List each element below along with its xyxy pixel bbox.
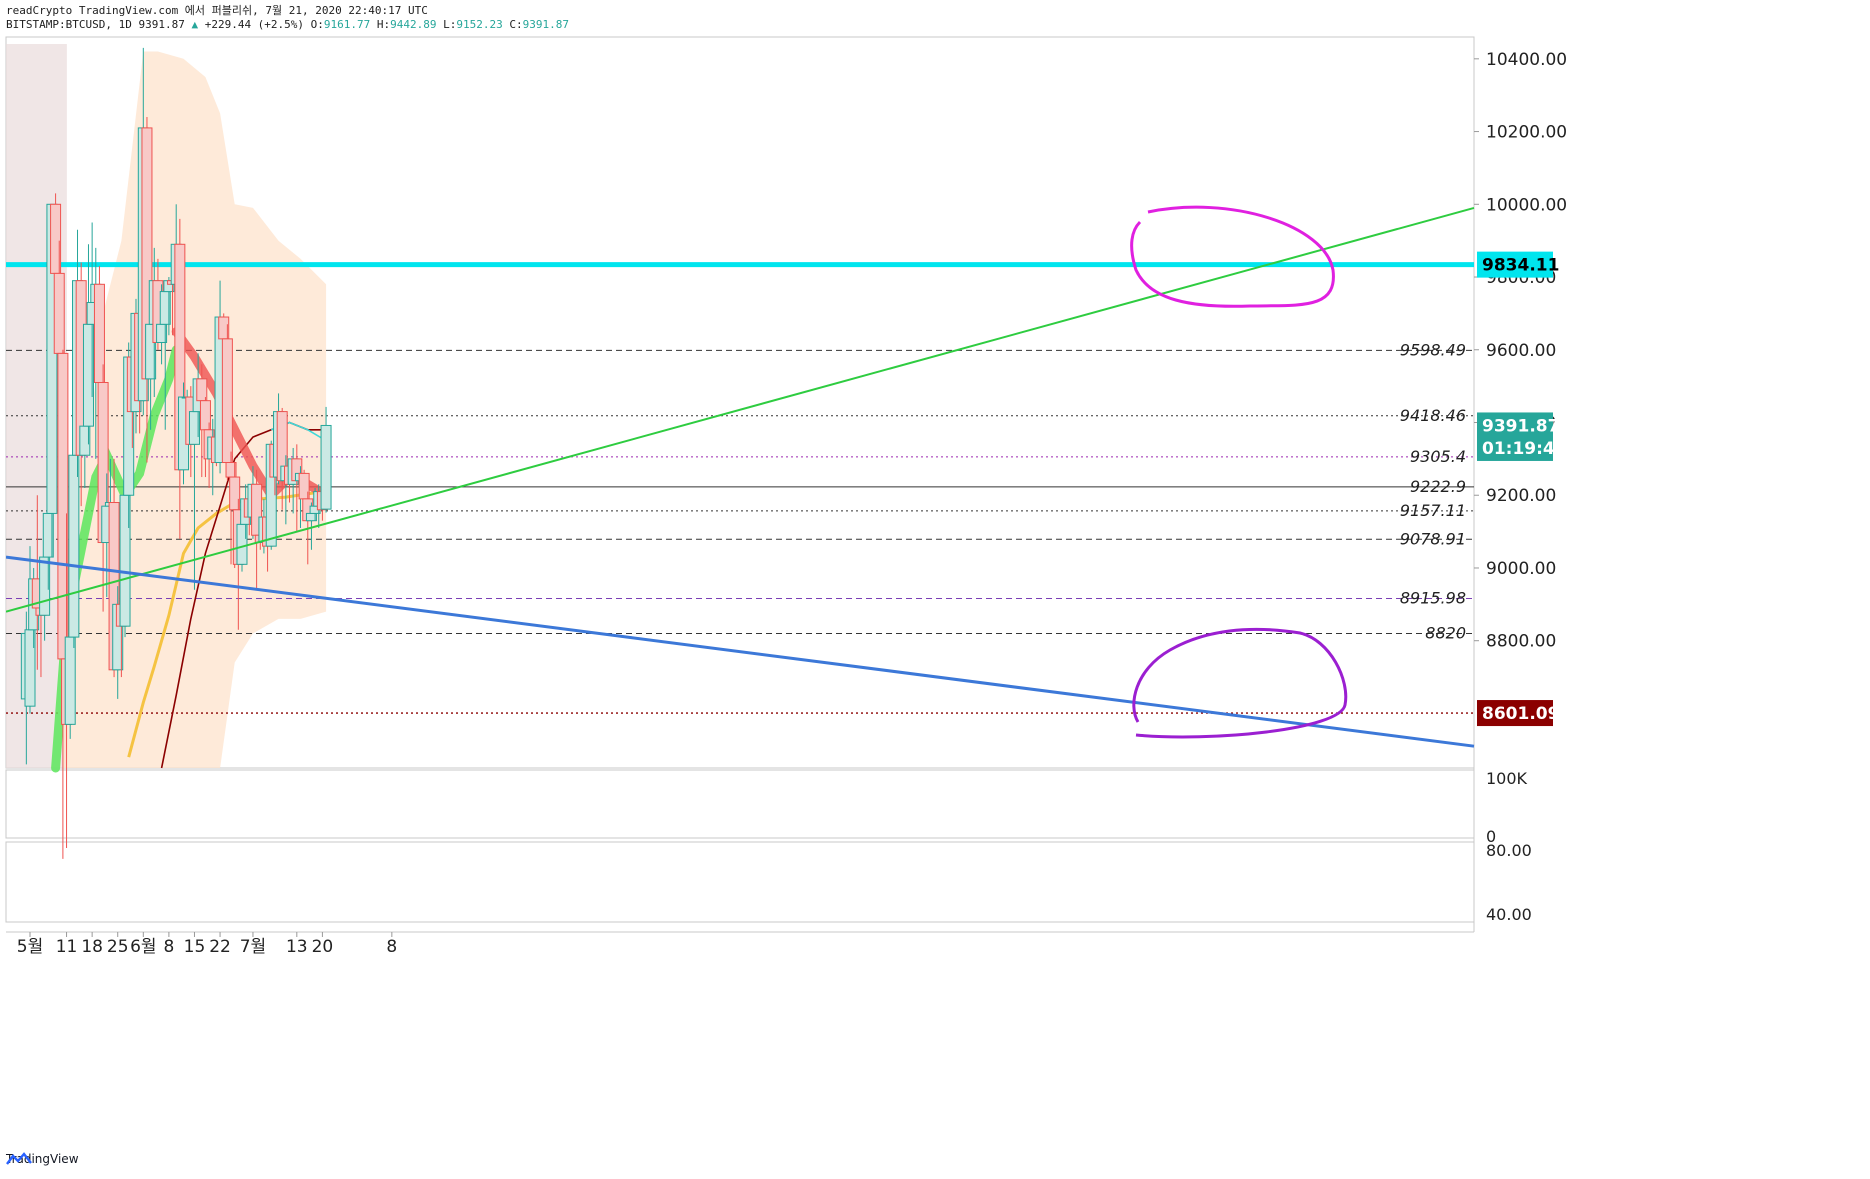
x-tick-label: 22	[209, 937, 231, 957]
y-tick-label: 8800.00	[1486, 632, 1556, 652]
l-value: 9152.23	[456, 18, 503, 31]
highlight-circle-resistance	[1130, 205, 1335, 308]
price-tag-label: 8601.09	[1482, 704, 1559, 724]
y-tick-label: 10000.00	[1486, 195, 1567, 215]
volume-y-label: 100K	[1486, 769, 1528, 788]
falling-trend-line	[6, 555, 1475, 748]
x-tick-label: 5월	[17, 937, 43, 957]
rising-trend-line	[6, 206, 1475, 613]
price-tag-bg	[1477, 700, 1553, 727]
highlight-circle-support	[1132, 627, 1348, 739]
x-tick-label: 8	[386, 937, 397, 957]
up-arrow-icon: ▲	[191, 18, 199, 31]
pane-frames	[5, 36, 1475, 933]
symbol: BITSTAMP:BTCUSD, 1D	[6, 18, 132, 31]
level-label-9222.9: 9222.9	[1410, 477, 1466, 496]
y-tick-label: 9000.00	[1486, 559, 1556, 579]
level-label-9157.11: 9157.11	[1400, 501, 1466, 520]
tradingview-icon	[6, 1152, 32, 1165]
y-tick-label: 9600.00	[1486, 341, 1556, 361]
volume-y-label: 0	[1486, 827, 1496, 846]
price-tag-label: 9834.11	[1482, 256, 1559, 276]
chart-header: readCrypto TradingView.com 에서 퍼블리쉬, 7월 2…	[6, 4, 569, 32]
price-tag-label: 01:19:45	[1482, 439, 1567, 459]
candle-body-2020-05-13	[68, 454, 80, 638]
h-label: H:	[376, 18, 391, 31]
volume-pane-frame	[5, 769, 1475, 839]
price-tag-bg	[1477, 412, 1553, 439]
x-tick-label: 18	[81, 937, 103, 957]
o-value: 9161.77	[323, 18, 371, 31]
c-label: C:	[509, 18, 523, 31]
level-label-9305.4: 9305.4	[1410, 447, 1466, 466]
level-label-9078.91: 9078.91	[1400, 529, 1466, 548]
x-tick-label: 7월	[240, 937, 266, 957]
x-tick-label: 6월	[130, 937, 156, 957]
candle-body-2020-07-21	[320, 424, 332, 510]
axes: 10400.0010200.0010000.009800.009600.0094…	[17, 50, 1567, 957]
price-tag-bg	[1477, 434, 1553, 461]
y-tick-label: 9200.00	[1486, 486, 1556, 506]
publish-line: readCrypto TradingView.com 에서 퍼블리쉬, 7월 2…	[6, 4, 428, 17]
x-tick-label: 15	[184, 937, 206, 957]
x-tick-label: 13	[286, 937, 308, 957]
x-tick-label: 11	[56, 937, 78, 957]
c-value: 9391.87	[522, 18, 569, 31]
x-tick-label: 25	[107, 937, 129, 957]
level-label-9418.46: 9418.46	[1400, 406, 1466, 425]
l-label: L:	[443, 18, 457, 31]
level-label-9598.49: 9598.49	[1400, 340, 1466, 359]
change: +229.44 (+2.5%)	[204, 18, 305, 31]
oscillator-y-label: 40.00	[1486, 905, 1532, 924]
level-label-8915.98: 8915.98	[1400, 589, 1466, 608]
price-tag-bg	[1477, 251, 1553, 278]
oscillator-pane-frame	[5, 841, 1475, 923]
h-value: 9442.89	[390, 18, 437, 31]
x-tick-label: 8	[163, 937, 174, 957]
y-tick-label: 10200.00	[1486, 123, 1567, 143]
oscillator-y-label: 80.00	[1486, 841, 1532, 860]
candles	[20, 47, 332, 859]
ohlc-line: BITSTAMP:BTCUSD, 1D 9391.87 ▲ +229.44 (+…	[6, 18, 569, 32]
level-label-8820: 8820	[1425, 623, 1466, 642]
last-price: 9391.87	[138, 18, 185, 31]
price-tag-label: 9391.87	[1482, 416, 1559, 436]
price-pane[interactable]	[6, 37, 1475, 859]
x-tick-label: 20	[312, 937, 334, 957]
candle-body-2020-06-24	[221, 338, 233, 464]
candle-body-2020-05-12	[64, 636, 76, 725]
o-label: O:	[310, 18, 324, 31]
tradingview-logo: TradingView	[6, 1152, 79, 1166]
candle-body-2020-05-09	[53, 272, 65, 354]
y-tick-label: 10400.00	[1486, 50, 1567, 70]
